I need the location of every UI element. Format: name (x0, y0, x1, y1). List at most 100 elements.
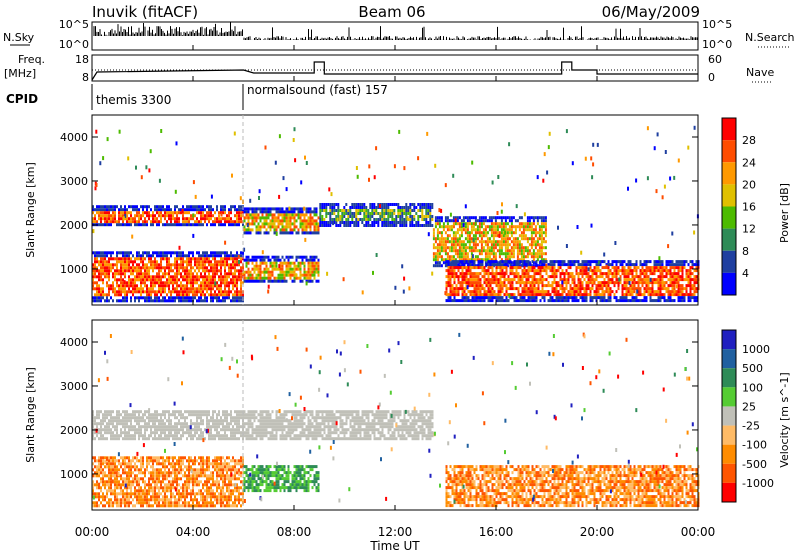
data-cell (255, 213, 258, 217)
data-cell (497, 290, 500, 294)
data-cell (240, 287, 242, 291)
data-cell (519, 299, 522, 303)
data-cell (480, 222, 483, 226)
data-cell (263, 270, 266, 274)
data-cell (447, 266, 450, 270)
data-cell (271, 219, 274, 223)
data-cell (230, 223, 232, 227)
data-cell (493, 296, 496, 300)
data-cell (311, 222, 314, 226)
data-cell (536, 252, 539, 256)
data-cell (196, 220, 198, 224)
data-cell (589, 299, 592, 303)
data-cell (450, 228, 453, 232)
data-cell (118, 293, 120, 297)
data-cell (423, 224, 426, 227)
data-cell (387, 209, 390, 212)
data-cell (520, 237, 523, 241)
data-cell (555, 275, 558, 279)
data-cell (535, 287, 538, 291)
data-cell (156, 296, 158, 300)
data-cell (587, 263, 590, 267)
data-cell (305, 210, 308, 214)
data-cell (146, 293, 148, 297)
data-cell (468, 219, 471, 223)
data-cell (687, 296, 690, 300)
data-cell (532, 252, 535, 256)
data-cell (92, 220, 94, 224)
data-cell (104, 299, 106, 303)
data-cell (461, 290, 464, 294)
data-cell (649, 287, 652, 291)
data-cell (527, 275, 530, 279)
data-cell (486, 243, 489, 247)
data-cell (202, 205, 204, 209)
data-cell (667, 296, 670, 300)
data-cell (451, 263, 454, 267)
data-cell (480, 249, 483, 253)
data-cell (468, 240, 471, 244)
data-cell (226, 263, 228, 267)
data-cell (146, 223, 148, 227)
data-cell (417, 156, 420, 161)
data-cell (98, 217, 100, 221)
data-cell (473, 299, 476, 303)
data-cell (536, 240, 539, 244)
data-cell (481, 287, 484, 291)
data-cell (283, 231, 286, 235)
data-cell (575, 293, 578, 297)
data-cell (311, 210, 314, 214)
data-cell (496, 261, 499, 265)
data-cell (329, 206, 332, 209)
data-cell (140, 269, 142, 273)
data-cell (605, 284, 608, 288)
data-cell (216, 287, 218, 291)
data-cell (228, 275, 230, 279)
data-cell (190, 205, 192, 209)
data-cell (508, 258, 511, 262)
data-cell (633, 284, 636, 288)
data-cell (238, 299, 240, 303)
data-cell (476, 243, 479, 247)
data-cell (265, 207, 268, 211)
data-cell (447, 275, 450, 279)
data-cell (297, 267, 300, 271)
data-cell (631, 281, 634, 285)
data-cell (487, 284, 490, 288)
data-cell (585, 281, 588, 285)
data-cell (174, 266, 176, 270)
data-cell (164, 251, 166, 255)
data-cell (621, 299, 624, 303)
data-cell (509, 260, 512, 264)
data-cell (214, 254, 216, 258)
data-cell (671, 290, 674, 294)
data-cell (158, 272, 160, 276)
data-cell (615, 269, 618, 273)
data-cell (458, 234, 461, 238)
data-cell (265, 222, 268, 226)
data-cell (108, 214, 110, 218)
data-cell (98, 269, 100, 273)
data-cell (405, 203, 408, 206)
data-cell (361, 221, 364, 224)
data-cell (687, 299, 690, 303)
data-cell (633, 290, 636, 294)
data-cell (665, 299, 668, 303)
data-cell (510, 261, 513, 265)
data-cell (160, 208, 162, 212)
data-cell (681, 296, 684, 300)
data-cell (120, 266, 122, 270)
data-cell (128, 260, 130, 264)
data-cell (635, 299, 638, 303)
data-cell (218, 254, 220, 258)
data-cell (597, 281, 600, 285)
data-cell (303, 213, 306, 217)
data-cell (140, 223, 142, 227)
data-cell (251, 213, 254, 217)
data-cell (458, 255, 461, 259)
data-cell (106, 281, 108, 285)
data-cell (126, 284, 128, 288)
data-cell (100, 205, 102, 209)
data-cell (132, 208, 134, 212)
data-cell (226, 272, 228, 276)
